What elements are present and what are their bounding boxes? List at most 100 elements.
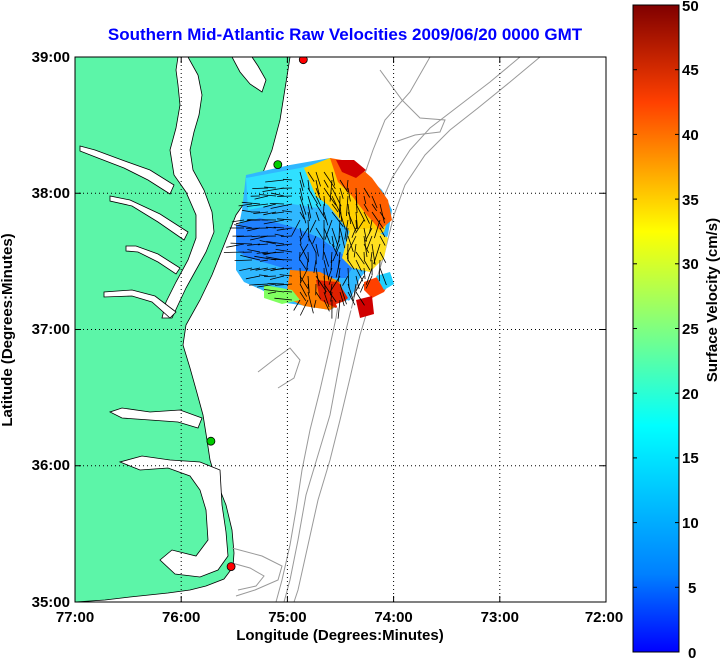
velocity-vector bbox=[247, 243, 261, 246]
velocity-vector bbox=[315, 267, 320, 287]
velocity-vector bbox=[339, 283, 347, 305]
velocity-vector bbox=[335, 235, 341, 251]
velocity-vector bbox=[355, 219, 365, 234]
rappahannock-river bbox=[109, 195, 189, 241]
velocity-vector bbox=[374, 219, 381, 239]
velocity-vector bbox=[283, 291, 293, 293]
colorbar-tick-label: 15 bbox=[682, 450, 699, 467]
map-plot-area bbox=[75, 57, 606, 602]
x-tick-label: 74:00 bbox=[374, 609, 412, 626]
radar-sites bbox=[206, 57, 308, 571]
velocity-vector bbox=[275, 249, 293, 253]
velocity-vector bbox=[299, 243, 309, 261]
x-axis: 77:00 76:00 75:00 74:00 73:00 72:00 Long… bbox=[56, 57, 623, 644]
velocity-vector bbox=[275, 283, 293, 286]
velocity-vector bbox=[299, 267, 309, 284]
velocity-vector bbox=[331, 203, 339, 213]
velocity-vector bbox=[353, 283, 357, 298]
velocity-vector bbox=[337, 299, 341, 319]
colorbar-tick-label: 25 bbox=[682, 321, 699, 338]
y-tick-label: 36:00 bbox=[32, 457, 70, 474]
velocity-vector bbox=[331, 195, 341, 214]
velocity-vector bbox=[280, 235, 293, 237]
velocity-vector bbox=[347, 259, 355, 270]
chart-title: Southern Mid-Atlantic Raw Velocities 200… bbox=[108, 25, 583, 44]
chesapeake-bay bbox=[161, 57, 215, 319]
velocity-vector bbox=[363, 267, 366, 280]
velocity-vector bbox=[315, 211, 320, 222]
x-tick-label: 76:00 bbox=[162, 609, 200, 626]
velocity-vector bbox=[342, 275, 349, 286]
velocity-vector bbox=[307, 187, 319, 205]
velocity-vector bbox=[328, 275, 333, 285]
velocity-vector bbox=[315, 195, 322, 207]
velocity-vector bbox=[315, 227, 324, 240]
velocity-vector bbox=[365, 275, 373, 289]
velocity-vector bbox=[282, 178, 293, 181]
velocity-vector bbox=[270, 203, 293, 209]
velocity-vector bbox=[266, 241, 285, 245]
velocity-vector bbox=[258, 194, 277, 197]
velocity-vector bbox=[379, 235, 386, 246]
velocity-vector bbox=[355, 275, 365, 292]
velocity-vector bbox=[335, 259, 341, 278]
y-axis-label: Latitude (Degrees:Minutes) bbox=[0, 233, 16, 426]
velocity-vector bbox=[364, 227, 373, 243]
velocity-vector bbox=[330, 251, 333, 264]
y-tick-label: 39:00 bbox=[32, 49, 70, 66]
velocity-vector bbox=[323, 179, 329, 188]
radar-site-marker bbox=[298, 57, 308, 65]
velocity-vector bbox=[355, 259, 362, 272]
james-river bbox=[103, 289, 177, 319]
velocity-vector bbox=[263, 219, 285, 225]
velocity-vector bbox=[269, 203, 285, 205]
velocity-vector bbox=[339, 179, 348, 193]
york-river bbox=[125, 245, 181, 275]
velocity-vector bbox=[370, 251, 373, 262]
velocity-vector bbox=[299, 227, 303, 237]
velocity-vector bbox=[238, 203, 253, 207]
velocity-vector bbox=[245, 275, 261, 280]
colorbar-tick-label: 30 bbox=[682, 256, 699, 273]
potomac-river bbox=[79, 145, 175, 195]
velocity-vector bbox=[323, 259, 330, 281]
velocity-vector bbox=[323, 227, 331, 245]
velocity-vector bbox=[299, 235, 302, 245]
velocity-vector bbox=[339, 227, 346, 249]
colorbar-tick-label: 5 bbox=[688, 580, 696, 597]
velocity-vector bbox=[307, 195, 313, 210]
colorbar-gradient bbox=[632, 4, 680, 653]
velocity-vector bbox=[265, 226, 277, 229]
velocity-vector bbox=[346, 179, 349, 191]
colorbar-tick-label: 45 bbox=[682, 62, 699, 79]
velocity-vector bbox=[373, 243, 381, 265]
velocity-vector bbox=[306, 259, 309, 269]
velocity-vector bbox=[298, 243, 309, 259]
velocity-vector bbox=[307, 251, 309, 263]
velocity-vector bbox=[299, 275, 309, 289]
velocity-vector bbox=[337, 267, 341, 282]
velocity-vector bbox=[313, 299, 317, 309]
velocity-vector bbox=[251, 235, 261, 238]
x-tick-label: 72:00 bbox=[585, 609, 623, 626]
velocity-vector bbox=[231, 219, 245, 223]
velocity-vector bbox=[355, 219, 357, 230]
velocity-vector bbox=[355, 203, 366, 222]
velocity-vector bbox=[299, 179, 304, 192]
velocity-vector bbox=[322, 243, 325, 260]
velocity-vector bbox=[275, 243, 293, 247]
velocity-vector bbox=[223, 251, 245, 253]
velocity-vector bbox=[240, 255, 261, 261]
velocity-vector bbox=[263, 203, 277, 208]
velocity-vector bbox=[344, 219, 349, 240]
velocity-vector bbox=[226, 243, 245, 248]
y-axis: 39:00 38:00 37:00 36:00 35:00 Latitude (… bbox=[0, 49, 606, 611]
x-axis-label: Longitude (Degrees:Minutes) bbox=[236, 627, 444, 644]
velocity-vector bbox=[299, 227, 309, 242]
velocity-vector bbox=[324, 219, 333, 240]
velocity-vector bbox=[274, 297, 293, 301]
velocity-vector bbox=[299, 259, 308, 271]
velocity-vector bbox=[339, 211, 346, 230]
velocity-vector bbox=[253, 211, 269, 214]
